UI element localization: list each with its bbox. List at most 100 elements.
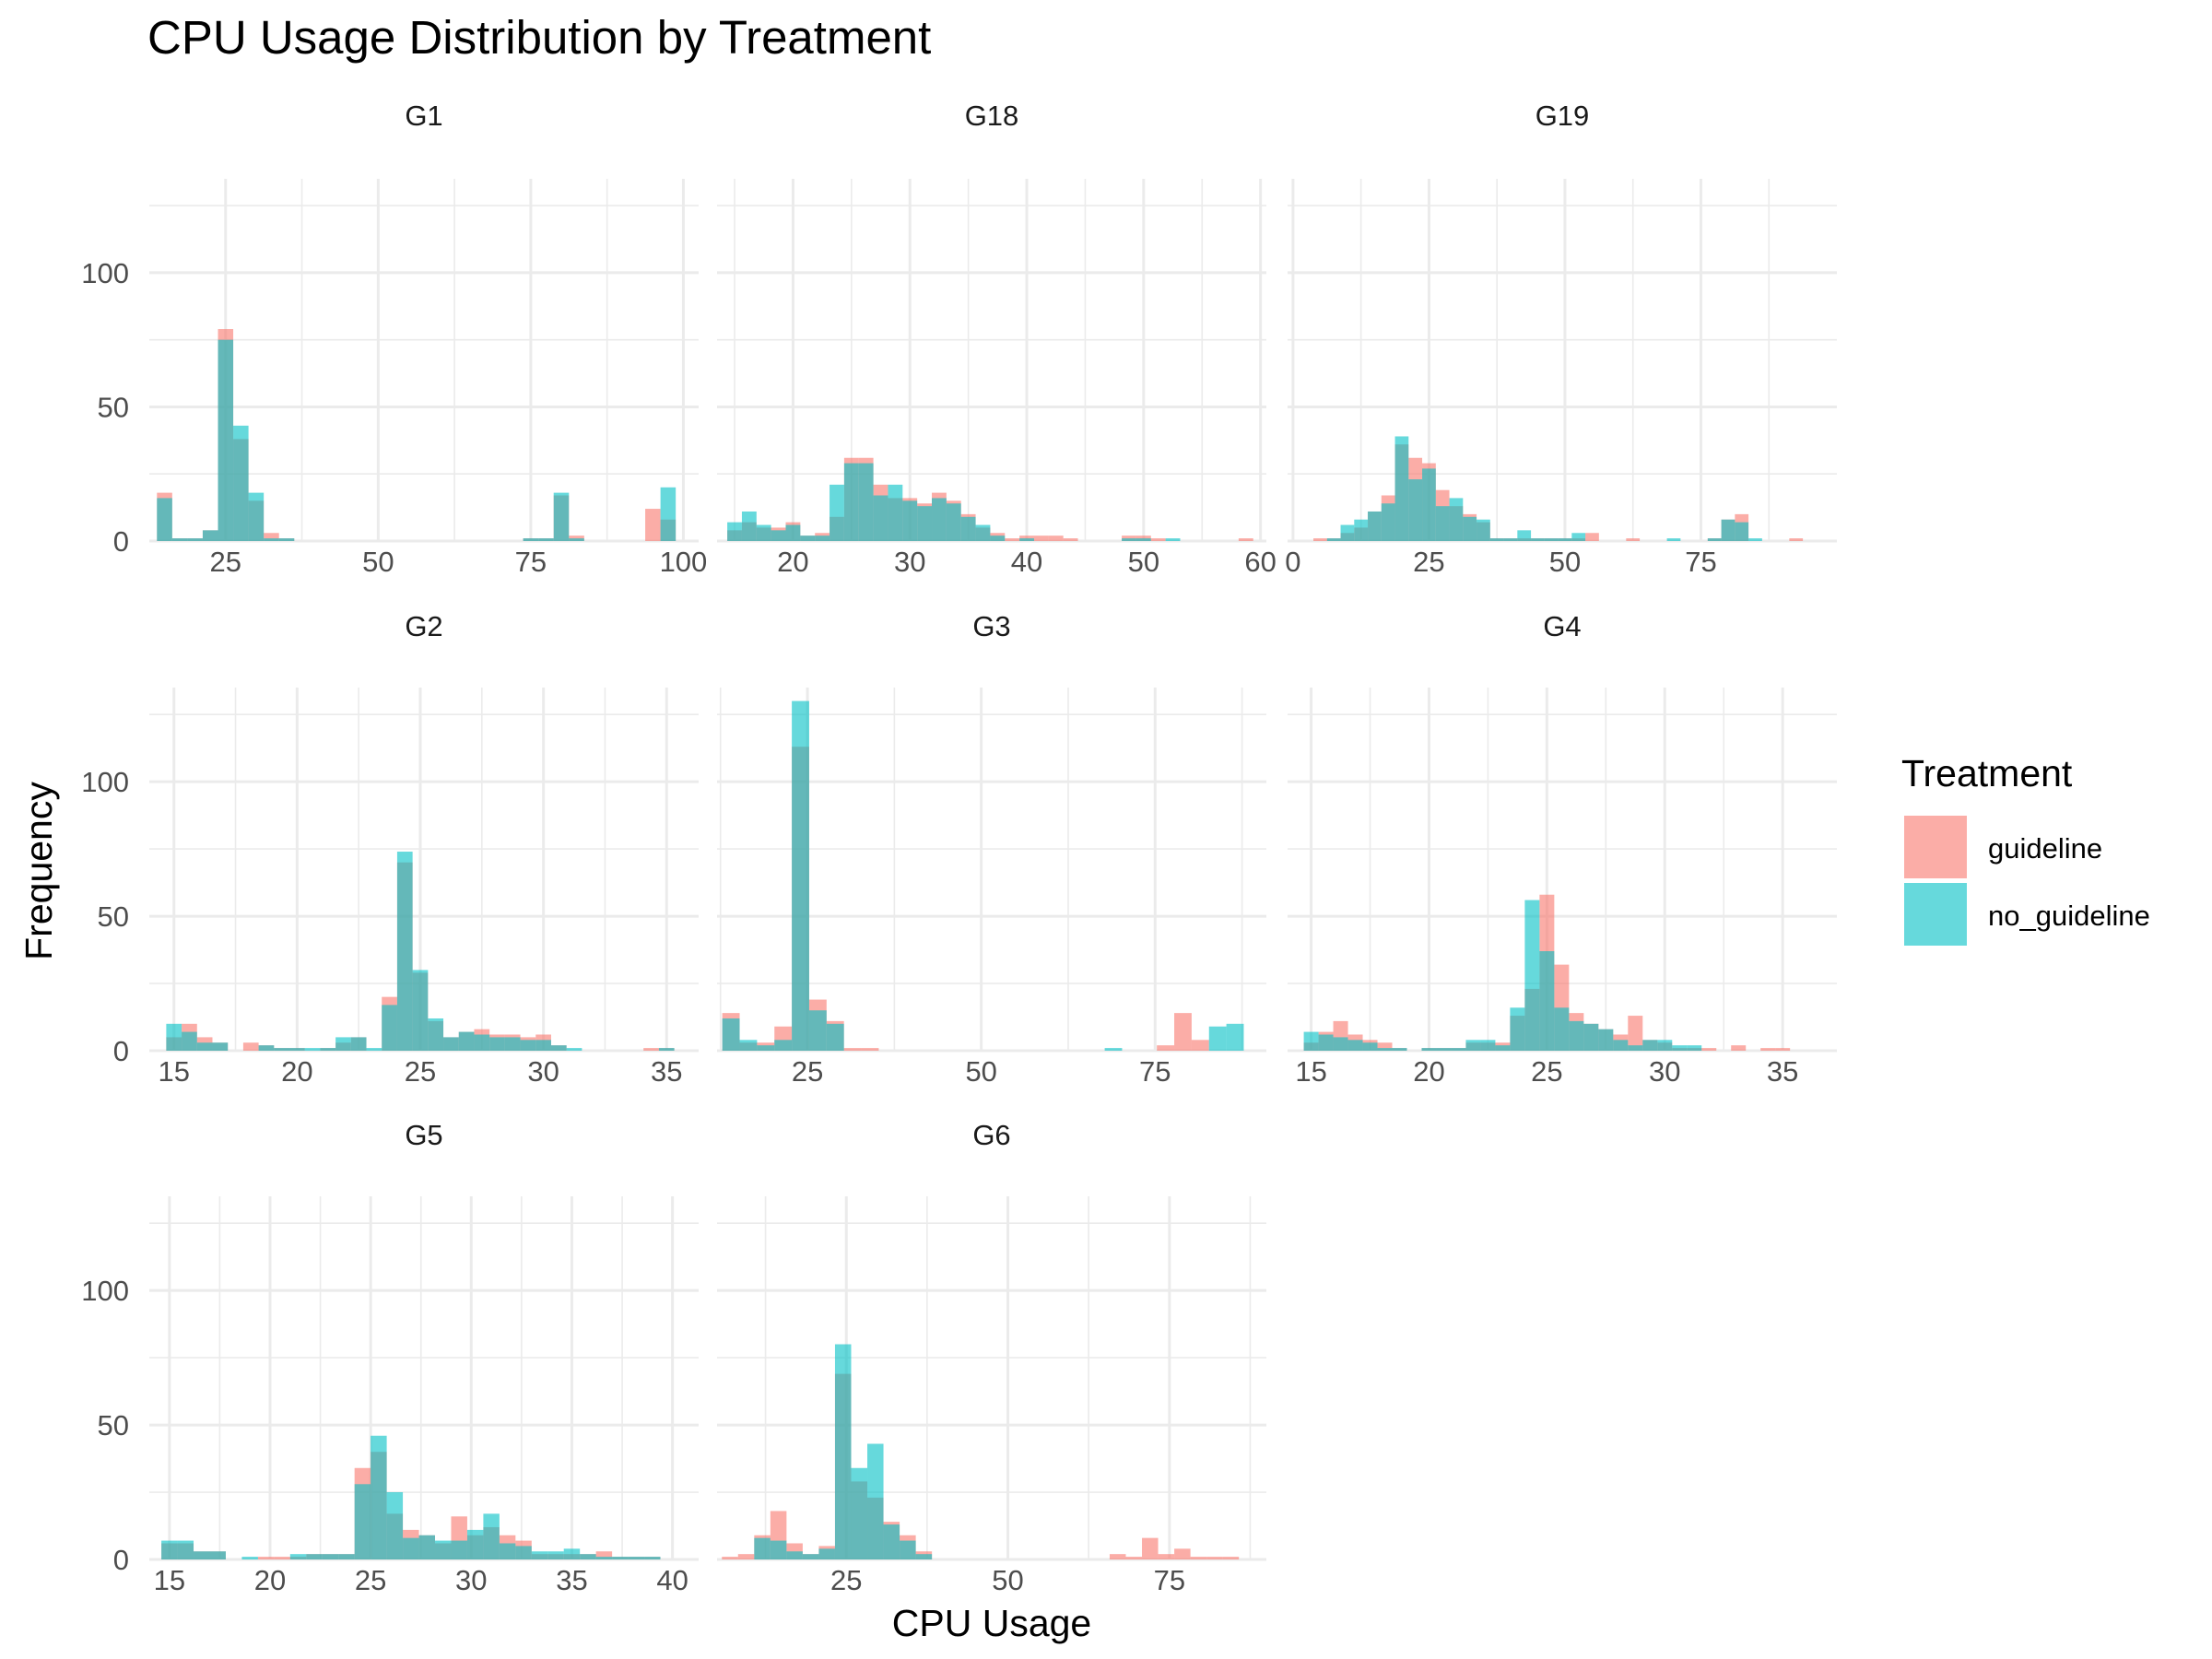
- x-tick-label: 75: [1685, 546, 1716, 578]
- histogram-bar: [504, 1037, 521, 1051]
- histogram-bar: [990, 535, 1006, 541]
- histogram-bar: [242, 1042, 259, 1051]
- histogram-bar: [960, 516, 976, 541]
- histogram-bar: [754, 1537, 771, 1559]
- histogram-bar: [1628, 1045, 1643, 1051]
- histogram-bar: [171, 538, 188, 541]
- histogram-bar: [1775, 1048, 1791, 1051]
- histogram-bar: [595, 1551, 613, 1559]
- chart-title: CPU Usage Distribution by Treatment: [147, 11, 931, 64]
- histogram-bar: [264, 538, 279, 541]
- histogram-bar: [1109, 1554, 1126, 1559]
- histogram-bar: [196, 1042, 213, 1051]
- panel-g4: G4 15 20 25 30 35: [1288, 610, 1837, 1088]
- histogram-bar: [843, 1048, 862, 1051]
- histogram-bar: [1150, 538, 1166, 541]
- histogram-bar: [580, 1554, 596, 1559]
- histogram-bar: [418, 1535, 436, 1559]
- histogram-bar: [278, 538, 295, 541]
- histogram-bar: [1503, 538, 1518, 541]
- panel-g6: G6 25 50 75: [717, 1119, 1266, 1596]
- series-no-guideline: [1303, 900, 1702, 1051]
- x-tick-label: 20: [254, 1564, 286, 1596]
- histogram-bar: [435, 1540, 452, 1559]
- series-no-guideline: [727, 463, 1181, 541]
- histogram-bar: [826, 1023, 844, 1051]
- histogram-bar: [1326, 538, 1341, 541]
- histogram-bar: [322, 1554, 339, 1559]
- histogram-bar: [320, 1048, 336, 1051]
- histogram-bar: [1362, 1042, 1378, 1051]
- histogram-bar: [550, 1045, 567, 1051]
- histogram-bar: [658, 1048, 675, 1051]
- histogram-bar: [177, 1540, 194, 1559]
- histogram-bar: [946, 503, 961, 541]
- histogram-bar: [1672, 1045, 1688, 1051]
- histogram-bar: [466, 1529, 484, 1559]
- histogram-bar: [366, 1048, 382, 1051]
- histogram-bar: [520, 1040, 536, 1051]
- histogram-bar: [458, 1031, 475, 1051]
- histogram-bar: [900, 1540, 916, 1559]
- histogram-bar: [1190, 1557, 1207, 1559]
- histogram-bar: [834, 1344, 852, 1559]
- histogram-bar: [1313, 538, 1327, 541]
- histogram-bar: [1208, 1026, 1227, 1051]
- histogram-bar: [757, 1045, 775, 1051]
- histogram-bar: [1354, 519, 1369, 541]
- histogram-bar: [1104, 1048, 1123, 1051]
- histogram-bar: [563, 1548, 581, 1559]
- histogram-bar: [727, 522, 742, 541]
- x-tick-label: 30: [527, 1055, 559, 1088]
- histogram-bar: [1165, 538, 1181, 541]
- x-tick-label: 30: [1649, 1055, 1680, 1088]
- panel-title-g6: G6: [972, 1119, 1010, 1151]
- histogram-bar: [722, 1018, 740, 1051]
- histogram-bar: [396, 852, 413, 1051]
- y-tick-label: 0: [113, 1035, 129, 1067]
- x-tick-label: 20: [281, 1055, 312, 1088]
- histogram-bar: [975, 524, 991, 541]
- x-tick-label: 35: [651, 1055, 682, 1088]
- histogram-bar: [209, 1551, 226, 1559]
- histogram-bar: [1558, 538, 1572, 541]
- panel-g5: G5 0 50 100 15 20 25 30 35 40: [81, 1119, 699, 1596]
- x-tick-label: 100: [660, 546, 708, 578]
- histogram-bar: [1377, 1042, 1393, 1051]
- x-tick-label: 75: [515, 546, 547, 578]
- legend-swatch-no-guideline: [1904, 883, 1967, 946]
- histogram-bar: [1598, 1029, 1614, 1051]
- histogram-bar: [785, 524, 801, 541]
- histogram-bar: [1721, 519, 1735, 541]
- histogram-bar: [1191, 1040, 1209, 1051]
- x-tick-label: 50: [992, 1564, 1023, 1596]
- panel-g3: G3 25 50 75: [717, 610, 1266, 1088]
- histogram-bar: [628, 1557, 645, 1559]
- y-tick-label: 0: [113, 1544, 129, 1576]
- histogram-bar: [1347, 1040, 1363, 1051]
- histogram-bar: [1531, 538, 1545, 541]
- histogram-bar: [1392, 1048, 1407, 1051]
- x-tick-label: 50: [362, 546, 394, 578]
- y-tick-label: 50: [98, 391, 129, 423]
- histogram-bar: [932, 498, 947, 541]
- histogram-bar: [786, 1551, 803, 1559]
- histogram-bar: [612, 1557, 629, 1559]
- x-tick-label: 25: [1413, 546, 1444, 578]
- legend-title: Treatment: [1901, 752, 2073, 794]
- panel-g19: G19 0 25 50 75: [1285, 100, 1837, 578]
- histogram-bar: [815, 535, 830, 541]
- histogram-bar: [1174, 1013, 1192, 1051]
- histogram-bar: [1463, 516, 1477, 541]
- histogram-bar: [800, 535, 816, 541]
- histogram-bar: [194, 1551, 210, 1559]
- histogram-bar: [1569, 1020, 1584, 1051]
- histogram-bar: [443, 1037, 459, 1051]
- x-tick-label: 40: [1011, 546, 1042, 578]
- histogram-bar: [274, 1557, 290, 1559]
- series-no-guideline: [754, 1344, 933, 1559]
- histogram-bar: [1451, 1048, 1466, 1051]
- histogram-bar: [843, 463, 859, 541]
- histogram-bar: [258, 1045, 275, 1051]
- histogram-bar: [1480, 1040, 1496, 1051]
